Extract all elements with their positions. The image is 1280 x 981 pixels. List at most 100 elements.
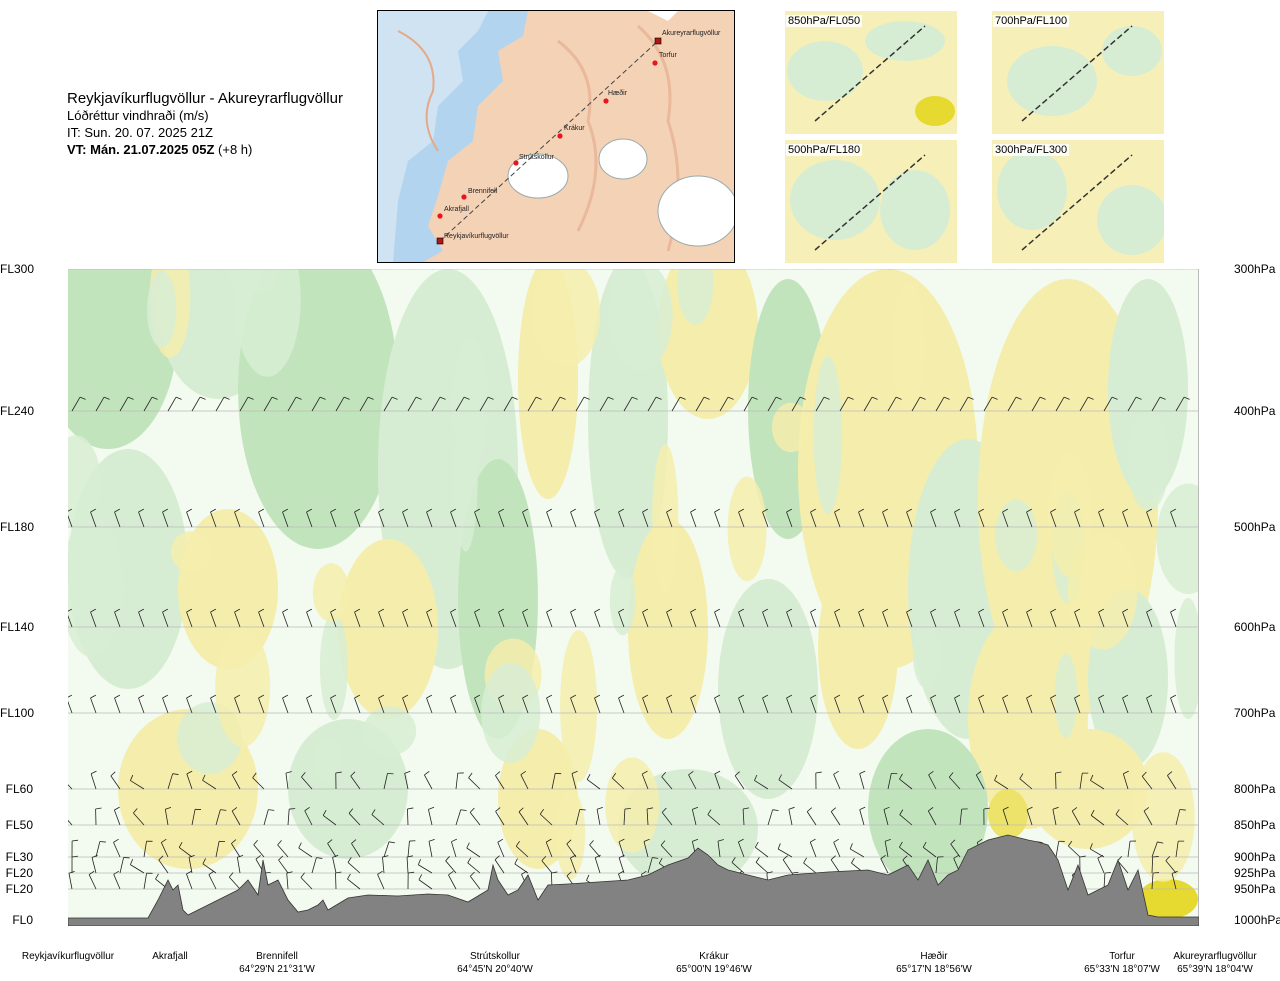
wind-barb	[468, 772, 481, 790]
wind-barb	[1122, 770, 1129, 790]
mini-map-300: 300hPa/FL300	[992, 140, 1164, 263]
vertical-wind-contour	[560, 630, 597, 782]
wind-barb	[1019, 773, 1033, 790]
wind-barb	[927, 807, 937, 826]
wind-barb	[594, 854, 601, 874]
wind-barb	[594, 608, 601, 628]
vertical-wind-contour	[363, 706, 417, 756]
wind-barb	[666, 694, 673, 714]
wind-barb	[1098, 608, 1105, 628]
wind-barb	[714, 508, 721, 528]
wind-barb	[1050, 508, 1057, 528]
waypoint-name: Brennifell	[256, 951, 298, 962]
route-map-canvas: Akureyrarflugvöllur Torfur Hæðir Krákur Strú…	[378, 11, 734, 262]
wind-barb	[91, 854, 98, 874]
wind-barb	[806, 807, 817, 826]
wind-barb	[1115, 809, 1129, 826]
wind-barb	[383, 841, 395, 858]
wind-barb	[1002, 806, 1009, 826]
wind-barb	[983, 396, 998, 412]
wind-barb	[762, 694, 769, 714]
wind-barb	[791, 396, 806, 412]
wind-barb	[287, 808, 296, 826]
wind-barb	[330, 608, 337, 628]
wind-barb	[1170, 608, 1177, 628]
pressure-label: 900hPa	[1234, 850, 1276, 864]
wind-barb	[1055, 771, 1062, 790]
wind-barb	[88, 870, 97, 890]
wind-barb	[833, 770, 841, 790]
wind-barb	[717, 839, 724, 858]
wind-barb	[68, 508, 73, 528]
wind-barb	[834, 508, 841, 528]
valid-time-offset: (+8 h)	[218, 142, 253, 157]
vertical-wind-contour	[313, 737, 343, 783]
wind-barb	[719, 396, 734, 412]
vertical-wind-contour	[1108, 279, 1188, 499]
wind-barb	[570, 608, 577, 628]
terrain-profile	[68, 834, 1199, 926]
wind-barb	[113, 870, 121, 890]
wind-barb	[1074, 694, 1081, 714]
waypoint-label: Torfur 65°33'N 18°07'W	[1052, 950, 1192, 976]
wind-barb	[327, 839, 337, 858]
wind-barb	[522, 508, 529, 528]
wind-barb	[68, 819, 73, 826]
wind-barb	[300, 872, 313, 890]
wind-barb	[301, 772, 313, 790]
wind-barb	[596, 806, 603, 826]
waypoint-coord: 64°29'N 21°31'W	[239, 964, 315, 975]
wind-barb	[1079, 396, 1094, 412]
wind-barb	[304, 806, 313, 826]
variable-subtitle: Lóðréttur vindhraði (m/s)	[67, 108, 209, 123]
wind-barb	[114, 508, 121, 528]
wind-barb	[466, 842, 481, 858]
wind-barb	[1002, 608, 1009, 628]
wind-barb	[983, 807, 990, 826]
wind-barb	[738, 608, 745, 628]
wind-barb	[114, 608, 121, 628]
pressure-label: 300hPa	[1234, 262, 1276, 276]
wind-barb	[158, 855, 169, 874]
vertical-wind-contour	[68, 516, 123, 658]
wind-barb	[1171, 870, 1178, 890]
wind-barb	[1068, 840, 1081, 858]
wind-barb	[714, 608, 721, 628]
wind-barb	[618, 854, 625, 874]
wind-barb	[834, 694, 841, 714]
wind-barb	[1026, 508, 1033, 528]
wind-barb	[371, 809, 385, 826]
wind-barb	[474, 608, 481, 628]
wind-barb	[311, 396, 326, 412]
waypoint-coord: 65°33'N 18°07'W	[1084, 964, 1160, 975]
wind-barb	[666, 508, 673, 528]
wind-barb	[348, 808, 361, 826]
wind-barb	[354, 694, 361, 714]
wind-barb	[1007, 396, 1022, 412]
wind-barb	[143, 872, 153, 890]
map-waypoint-marker	[652, 60, 658, 66]
wind-barb	[467, 857, 481, 874]
wind-barb	[767, 396, 782, 412]
waypoint-name: Strútskollur	[469, 951, 520, 962]
wind-barb	[948, 772, 961, 790]
wind-barb	[455, 809, 467, 826]
wind-barb	[1143, 807, 1153, 826]
wind-barb	[1175, 840, 1185, 858]
wind-barb	[129, 858, 145, 874]
wind-barb	[859, 770, 866, 790]
flight-level-label: FL20	[5, 882, 33, 896]
wind-barb	[382, 855, 389, 874]
wind-barb	[522, 608, 529, 628]
wind-barb	[1074, 508, 1081, 528]
mini-map-500-label: 500hPa/FL180	[786, 144, 863, 156]
mini-map-500-canvas	[785, 140, 957, 263]
map-waypoint-marker	[603, 98, 609, 104]
vertical-wind-contour	[312, 563, 350, 622]
waypoint-name: Torfur	[1109, 951, 1135, 962]
wind-barb	[407, 396, 422, 412]
vertical-wind-contour	[1127, 411, 1170, 511]
wind-barb	[68, 608, 73, 628]
wind-barb	[743, 396, 758, 412]
wind-barb	[202, 774, 217, 790]
